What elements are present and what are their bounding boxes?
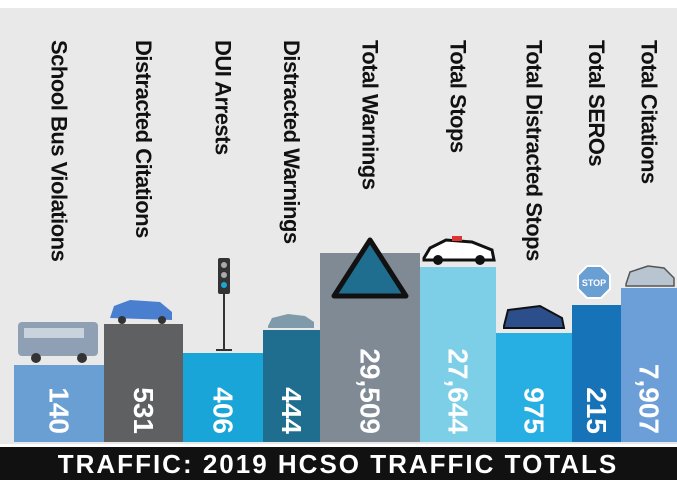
bar <box>420 267 496 442</box>
category-label: Total Citations <box>637 40 662 184</box>
bar <box>263 330 320 442</box>
title-band <box>0 447 677 480</box>
category-label: Total Warnings <box>358 40 383 190</box>
icons: STOP <box>18 236 675 363</box>
suv-icon <box>503 304 566 329</box>
chart-title: TRAFFIC: 2019 HCSO TRAFFIC TOTALS <box>58 449 619 479</box>
siren <box>452 236 462 241</box>
light <box>221 282 227 288</box>
light <box>221 272 227 278</box>
car-icon <box>110 300 172 320</box>
wheel <box>31 353 41 363</box>
bar <box>183 353 263 442</box>
value-label: 7,907 <box>634 364 665 434</box>
wheel <box>158 316 166 324</box>
category-label: DUI Arrests <box>211 40 236 155</box>
category-label: School Bus Violations <box>47 40 72 262</box>
wheel <box>475 255 485 265</box>
wheel <box>77 353 87 363</box>
category-label: Total Distracted Stops <box>522 40 547 261</box>
value-label: 975 <box>519 387 550 434</box>
wheel <box>433 255 443 265</box>
category-label: Total SEROs <box>584 40 609 166</box>
value-label: 215 <box>581 387 612 434</box>
category-label: Total Stops <box>446 40 471 153</box>
car-icon <box>268 314 314 328</box>
value-label: 27,644 <box>443 348 474 434</box>
value-label: 444 <box>276 387 307 434</box>
stop-sign <box>577 265 611 299</box>
bar <box>572 305 621 442</box>
bar <box>104 324 183 442</box>
bar <box>14 365 104 442</box>
bus-windows <box>24 328 84 338</box>
bus-icon <box>18 322 98 356</box>
value-label: 29,509 <box>355 348 386 434</box>
category-label: Distracted Warnings <box>279 40 304 244</box>
category-label: Distracted Citations <box>131 40 156 238</box>
bar <box>496 333 572 442</box>
value-label: 140 <box>44 387 75 434</box>
bars <box>14 253 677 442</box>
wheel <box>118 316 126 324</box>
value-label: 406 <box>208 387 239 434</box>
car-icon <box>625 265 675 287</box>
stop-sign-text: STOP <box>582 278 606 288</box>
warning-triangle <box>331 237 409 299</box>
bar <box>621 288 677 442</box>
value-label: 531 <box>128 387 159 434</box>
light <box>221 262 227 268</box>
